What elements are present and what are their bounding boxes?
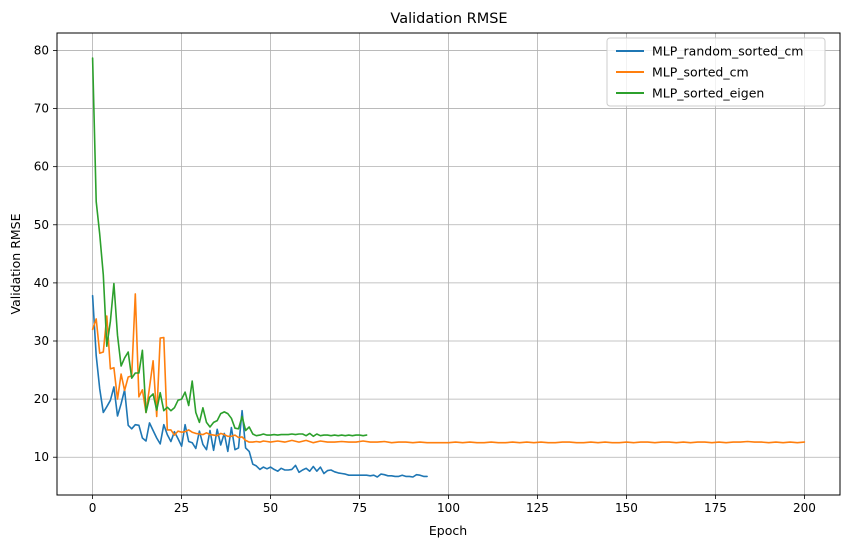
legend: MLP_random_sorted_cm MLP_sorted_cm MLP_s…: [606, 37, 826, 107]
series-line-mlp-sorted-eigen: [91, 57, 368, 438]
x-tick-label: 100: [437, 501, 460, 515]
y-tick-label: 10: [34, 450, 49, 464]
legend-box: [606, 37, 826, 107]
y-tick-label: 30: [34, 334, 49, 348]
y-tick-label: 70: [34, 102, 49, 116]
legend-label-mlp-random-sorted-cm: MLP_random_sorted_cm: [652, 44, 803, 59]
y-tick-label: 60: [34, 160, 49, 174]
x-tick-label: 75: [352, 501, 367, 515]
y-axis-label: Validation RMSE: [8, 213, 23, 314]
x-tick-label: 150: [615, 501, 638, 515]
series-lines: [91, 57, 806, 478]
y-tick-label: 20: [34, 392, 49, 406]
y-tick-label: 80: [34, 43, 49, 57]
axis-ticks: 0 25 50 75 100 125 150 175 200 10 20 30 40 50 60 70 80: [34, 43, 816, 515]
series-line-mlp-random-sorted-cm: [91, 294, 428, 478]
x-tick-label: 0: [89, 501, 97, 515]
legend-label-mlp-sorted-cm: MLP_sorted_cm: [652, 65, 749, 80]
series-line-mlp-sorted-cm: [91, 293, 806, 444]
x-tick-label: 50: [263, 501, 278, 515]
x-tick-label: 200: [793, 501, 816, 515]
y-tick-label: 40: [34, 276, 49, 290]
x-axis-label: Epoch: [429, 523, 467, 538]
chart-title: Validation RMSE: [390, 11, 507, 27]
x-tick-label: 175: [704, 501, 727, 515]
x-tick-label: 25: [174, 501, 189, 515]
legend-label-mlp-sorted-eigen: MLP_sorted_eigen: [652, 86, 764, 101]
y-tick-label: 50: [34, 218, 49, 232]
x-tick-label: 125: [526, 501, 549, 515]
